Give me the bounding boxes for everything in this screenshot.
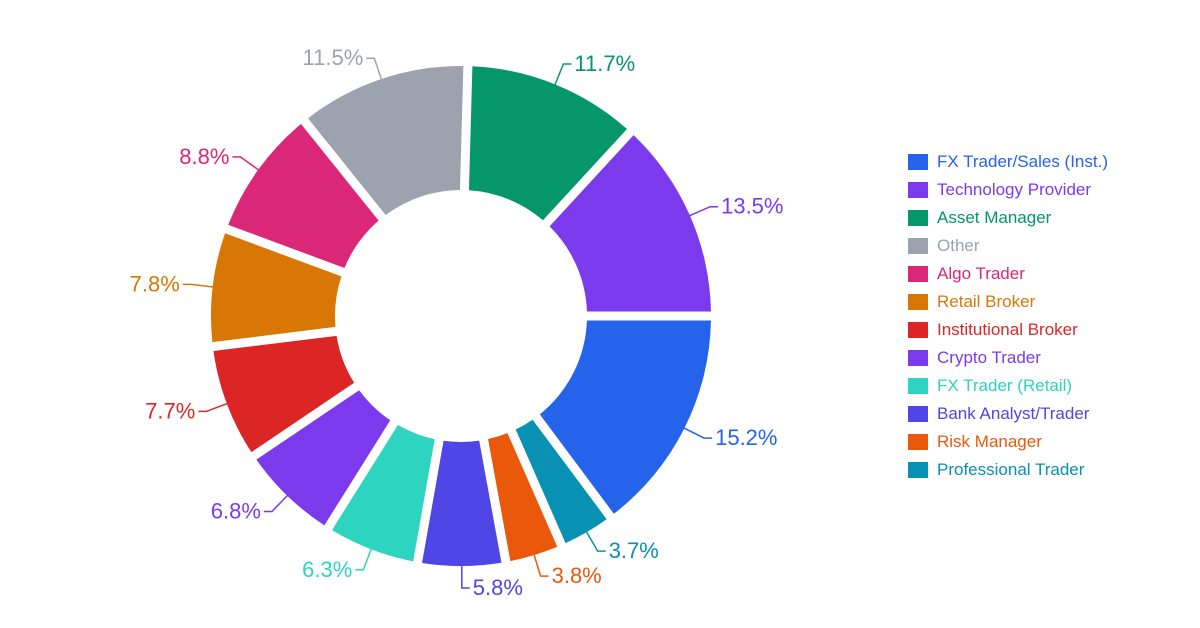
leader-line-risk-manager bbox=[532, 550, 549, 577]
slice-label-other: 11.5% bbox=[303, 45, 364, 70]
slice-asset-manager[interactable] bbox=[468, 66, 627, 221]
slice-crypto-trader[interactable] bbox=[256, 390, 391, 526]
legend-swatch bbox=[908, 350, 928, 366]
slice-risk-manager[interactable] bbox=[488, 433, 558, 562]
legend-label: Crypto Trader bbox=[937, 348, 1041, 367]
legend-swatch bbox=[908, 434, 928, 450]
legend-label: Asset Manager bbox=[937, 208, 1052, 227]
slice-labels: 15.2% 3.7% 3.8% 5.8% 6.3% 6.8% 7.7% 7.8% 8.8% 11.… bbox=[130, 45, 784, 600]
slice-institutional-broker[interactable] bbox=[213, 335, 355, 453]
legend-item-other[interactable]: Other bbox=[908, 232, 1108, 260]
legend-item-fx-trader-retail[interactable]: FX Trader (Retail) bbox=[908, 372, 1108, 400]
legend-label: FX Trader/Sales (Inst.) bbox=[937, 152, 1108, 171]
slice-retail-broker[interactable] bbox=[210, 233, 342, 343]
slice-label-fx-trader-retail: 6.3% bbox=[302, 557, 352, 582]
legend-swatch bbox=[908, 154, 928, 170]
leader-line-institutional-broker bbox=[198, 401, 231, 413]
legend-swatch bbox=[908, 462, 928, 478]
leader-line-bank-analyst-trader bbox=[461, 562, 470, 589]
label-leader-lines bbox=[182, 57, 719, 589]
leader-line-technology-provider bbox=[685, 205, 719, 218]
slice-label-fx-trader-sales-inst: 15.2% bbox=[715, 425, 777, 450]
legend-label: Technology Provider bbox=[937, 180, 1092, 199]
legend-label: Algo Trader bbox=[937, 264, 1025, 283]
legend-label: Bank Analyst/Trader bbox=[937, 404, 1090, 423]
legend: FX Trader/Sales (Inst.) Technology Provi… bbox=[908, 148, 1108, 484]
legend-item-crypto-trader[interactable]: Crypto Trader bbox=[908, 344, 1108, 372]
slice-label-retail-broker: 7.8% bbox=[130, 271, 180, 296]
legend-swatch bbox=[908, 238, 928, 254]
legend-swatch bbox=[908, 378, 928, 394]
leader-line-other bbox=[366, 57, 384, 84]
legend-label: Professional Trader bbox=[937, 460, 1085, 479]
legend-item-fx-trader-sales-inst[interactable]: FX Trader/Sales (Inst.) bbox=[908, 148, 1108, 176]
legend-item-professional-trader[interactable]: Professional Trader bbox=[908, 456, 1108, 484]
legend-item-asset-manager[interactable]: Asset Manager bbox=[908, 204, 1108, 232]
legend-swatch bbox=[908, 322, 928, 338]
legend-swatch bbox=[908, 266, 928, 282]
slice-label-bank-analyst-trader: 5.8% bbox=[473, 575, 523, 600]
legend-label: Retail Broker bbox=[937, 292, 1036, 311]
legend-label: FX Trader (Retail) bbox=[937, 376, 1073, 395]
slice-algo-trader[interactable] bbox=[228, 123, 379, 268]
leader-line-crypto-trader bbox=[263, 492, 291, 513]
slice-label-institutional-broker: 7.7% bbox=[145, 398, 195, 423]
slice-label-risk-manager: 3.8% bbox=[552, 563, 602, 588]
legend-label: Risk Manager bbox=[937, 432, 1042, 451]
slice-professional-trader[interactable] bbox=[515, 419, 607, 544]
slice-bank-analyst-trader[interactable] bbox=[422, 440, 502, 566]
legend-item-technology-provider[interactable]: Technology Provider bbox=[908, 176, 1108, 204]
leader-line-professional-trader bbox=[584, 528, 606, 552]
leader-line-algo-trader bbox=[232, 156, 262, 173]
donut-slices bbox=[210, 65, 711, 566]
legend-swatch bbox=[908, 406, 928, 422]
legend-swatch bbox=[908, 294, 928, 310]
legend-item-retail-broker[interactable]: Retail Broker bbox=[908, 288, 1108, 316]
slice-fx-trader-sales-inst[interactable] bbox=[539, 320, 711, 514]
slice-technology-provider[interactable] bbox=[549, 135, 711, 312]
leader-line-asset-manager bbox=[552, 63, 572, 89]
slice-fx-trader-retail[interactable] bbox=[331, 425, 435, 562]
slice-label-technology-provider: 13.5% bbox=[721, 194, 783, 219]
leader-line-retail-broker bbox=[182, 283, 217, 289]
legend-item-institutional-broker[interactable]: Institutional Broker bbox=[908, 316, 1108, 344]
legend-item-algo-trader[interactable]: Algo Trader bbox=[908, 260, 1108, 288]
leader-line-fx-trader-retail bbox=[355, 545, 374, 571]
slice-other[interactable] bbox=[307, 65, 464, 216]
legend-label: Institutional Broker bbox=[937, 320, 1078, 339]
slice-label-asset-manager: 11.7% bbox=[574, 51, 635, 76]
leader-line-fx-trader-sales-inst bbox=[680, 425, 713, 439]
slice-label-professional-trader: 3.7% bbox=[609, 538, 659, 563]
slice-label-crypto-trader: 6.8% bbox=[211, 499, 261, 524]
legend-label: Other bbox=[937, 236, 980, 255]
legend-item-bank-analyst-trader[interactable]: Bank Analyst/Trader bbox=[908, 400, 1108, 428]
legend-swatch bbox=[908, 210, 928, 226]
slice-label-algo-trader: 8.8% bbox=[179, 144, 229, 169]
legend-item-risk-manager[interactable]: Risk Manager bbox=[908, 428, 1108, 456]
legend-swatch bbox=[908, 182, 928, 198]
